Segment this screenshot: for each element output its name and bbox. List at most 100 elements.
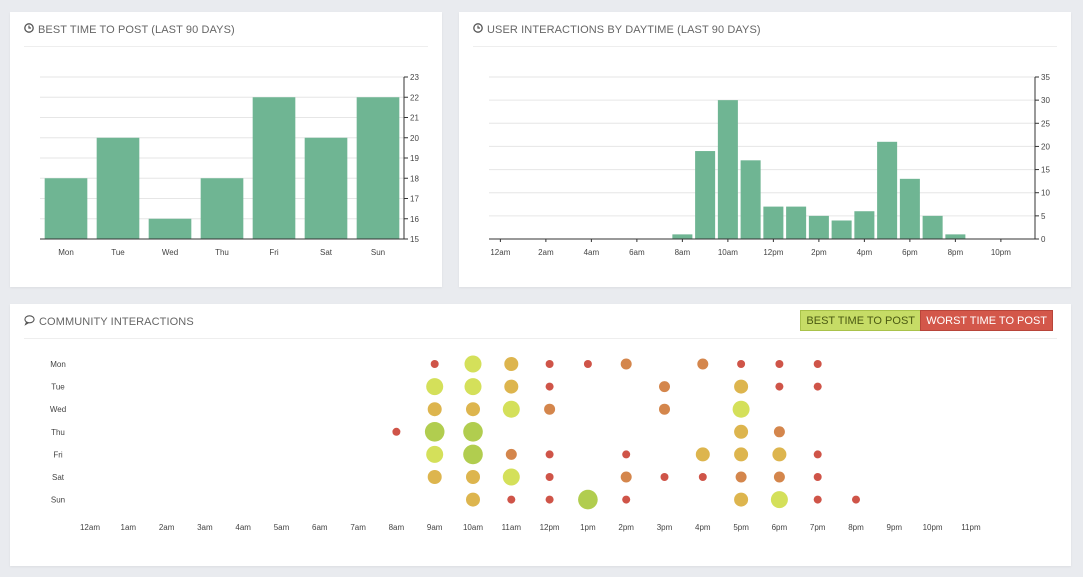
- interaction-dot[interactable]: [813, 473, 822, 481]
- interaction-dot[interactable]: [775, 360, 784, 368]
- best-time-panel: BEST TIME TO POST (LAST 90 DAYS) 15 16 17 1…: [10, 12, 442, 287]
- interaction-dot[interactable]: [466, 402, 480, 417]
- community-dot-chart: Mon Tue Wed Thu Fri Sat Sun 12am 1am 2am 3am 4am 5am…: [50, 355, 981, 532]
- bar[interactable]: [96, 137, 140, 239]
- hour-label: 7am: [350, 523, 366, 532]
- hour-label: 3pm: [657, 523, 673, 532]
- y-tick-label: 0: [1041, 235, 1046, 244]
- bar[interactable]: [854, 211, 875, 239]
- bar[interactable]: [831, 220, 852, 239]
- interaction-dot[interactable]: [813, 450, 822, 459]
- x-tick-label: Fri: [269, 248, 279, 257]
- interaction-dot[interactable]: [735, 471, 747, 483]
- hour-label: 7pm: [810, 523, 826, 532]
- hour-label: 1am: [121, 523, 137, 532]
- interaction-dot[interactable]: [620, 471, 632, 483]
- interaction-dot[interactable]: [502, 468, 520, 486]
- bar[interactable]: [877, 141, 898, 239]
- y-tick-label: 19: [410, 154, 419, 163]
- interaction-dot[interactable]: [466, 470, 480, 484]
- interaction-dot[interactable]: [622, 495, 631, 504]
- interaction-dot[interactable]: [426, 445, 444, 463]
- bar[interactable]: [44, 178, 88, 239]
- interaction-dot[interactable]: [424, 422, 445, 442]
- interaction-dot[interactable]: [545, 473, 554, 481]
- title-divider: [473, 46, 1057, 47]
- y-tick-label: 30: [1041, 96, 1050, 105]
- interaction-dot[interactable]: [695, 447, 710, 462]
- interaction-dot[interactable]: [772, 447, 787, 462]
- y-tick-label: 16: [410, 215, 419, 224]
- interaction-dot[interactable]: [773, 471, 785, 483]
- interaction-dot[interactable]: [620, 358, 632, 370]
- bar[interactable]: [356, 97, 400, 239]
- interaction-dot[interactable]: [464, 355, 482, 373]
- interaction-dot[interactable]: [464, 378, 482, 396]
- interaction-dot[interactable]: [426, 378, 444, 396]
- bar[interactable]: [786, 206, 807, 239]
- interaction-dot[interactable]: [463, 444, 483, 465]
- interaction-dot[interactable]: [504, 379, 519, 394]
- bar[interactable]: [945, 234, 966, 239]
- interaction-dot[interactable]: [813, 495, 822, 504]
- interaction-dot[interactable]: [737, 360, 746, 368]
- interaction-dot[interactable]: [734, 447, 749, 462]
- interaction-dot[interactable]: [502, 400, 520, 418]
- interaction-dot[interactable]: [813, 382, 822, 391]
- bar[interactable]: [922, 215, 943, 239]
- bar[interactable]: [148, 218, 192, 239]
- x-tick-label: 2pm: [811, 248, 827, 257]
- bar[interactable]: [252, 97, 296, 239]
- x-tick-label: Thu: [215, 248, 229, 257]
- interaction-dot[interactable]: [659, 381, 670, 393]
- bar[interactable]: [740, 160, 761, 239]
- bar[interactable]: [695, 151, 716, 239]
- interaction-dot[interactable]: [504, 357, 519, 371]
- interaction-dot[interactable]: [813, 360, 822, 368]
- bar[interactable]: [808, 215, 829, 239]
- interaction-dot[interactable]: [545, 382, 554, 391]
- interaction-dot[interactable]: [545, 450, 554, 459]
- interaction-dot[interactable]: [544, 403, 556, 415]
- interaction-dot[interactable]: [734, 424, 749, 439]
- day-label: Tue: [51, 383, 65, 392]
- community-title-text: COMMUNITY INTERACTIONS: [39, 315, 194, 328]
- interaction-dot[interactable]: [578, 489, 598, 510]
- interaction-dot[interactable]: [430, 360, 439, 368]
- interaction-dot[interactable]: [545, 495, 554, 504]
- bar[interactable]: [899, 178, 920, 239]
- interaction-dot[interactable]: [698, 473, 707, 481]
- interaction-dot[interactable]: [545, 360, 554, 368]
- interaction-dot[interactable]: [659, 403, 670, 415]
- interaction-dot[interactable]: [775, 382, 784, 391]
- interaction-dot[interactable]: [622, 450, 631, 459]
- bar[interactable]: [763, 206, 784, 239]
- interaction-dot[interactable]: [463, 422, 483, 442]
- y-tick-label: 22: [410, 93, 419, 102]
- interaction-dot[interactable]: [466, 492, 480, 507]
- bar[interactable]: [200, 178, 244, 239]
- clock-icon: [24, 23, 34, 36]
- bar[interactable]: [717, 100, 738, 240]
- interaction-dot[interactable]: [427, 470, 442, 484]
- interaction-dot[interactable]: [507, 495, 516, 504]
- x-tick-label: 6pm: [902, 248, 918, 257]
- interaction-dot[interactable]: [697, 358, 709, 370]
- bar[interactable]: [304, 137, 348, 239]
- interaction-dot[interactable]: [660, 473, 669, 481]
- interaction-dot[interactable]: [734, 379, 749, 394]
- interaction-dot[interactable]: [427, 402, 442, 417]
- interaction-dot[interactable]: [734, 492, 749, 507]
- interaction-dot[interactable]: [773, 426, 785, 438]
- worst-time-legend-button[interactable]: WORST TIME TO POST: [920, 310, 1053, 331]
- best-time-legend-button[interactable]: BEST TIME TO POST: [800, 310, 921, 331]
- interaction-dot[interactable]: [770, 491, 788, 509]
- day-label: Mon: [50, 360, 66, 369]
- interaction-dot[interactable]: [505, 448, 517, 460]
- hour-label: 10am: [463, 523, 483, 532]
- interaction-dot[interactable]: [852, 495, 860, 504]
- bar[interactable]: [672, 234, 693, 239]
- interaction-dot[interactable]: [583, 360, 592, 368]
- interaction-dot[interactable]: [732, 400, 750, 418]
- interaction-dot[interactable]: [392, 427, 401, 436]
